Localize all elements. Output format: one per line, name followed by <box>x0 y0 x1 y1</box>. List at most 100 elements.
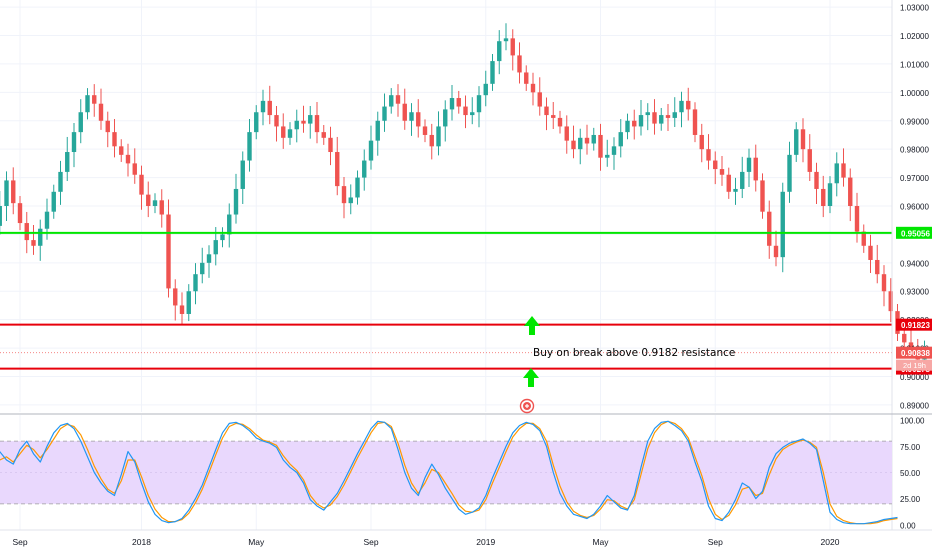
candle <box>443 100 448 142</box>
candle <box>409 103 414 136</box>
candle <box>848 168 853 222</box>
countdown-label: 2d 19h <box>903 361 926 370</box>
time-axis[interactable]: Sep 2018 May Sep 2019 May Sep 2020 <box>12 537 839 547</box>
level-badge <box>896 226 932 239</box>
candle <box>821 175 826 218</box>
candle <box>497 30 502 75</box>
oscillator-pane[interactable]: 100.00 75.00 50.00 25.00 0.00 <box>0 417 925 531</box>
candle-body <box>578 137 583 150</box>
oscillator-ticks: 100.00 75.00 50.00 25.00 0.00 <box>900 417 925 531</box>
candle <box>395 84 401 117</box>
candle-body <box>497 41 502 62</box>
candle-body <box>564 126 569 141</box>
candle <box>854 192 860 243</box>
level-badge-label: 0.95056 <box>901 229 930 238</box>
candle-body <box>861 231 866 246</box>
candle-body <box>85 95 90 113</box>
up-arrow-icon <box>523 368 539 387</box>
candle-body <box>173 288 178 306</box>
candle-body <box>159 200 164 215</box>
candle-body <box>213 240 218 255</box>
candle-body <box>0 206 2 226</box>
candle <box>294 109 299 143</box>
price-tick-label: 0.90000 <box>900 373 929 382</box>
candle-body <box>449 98 455 110</box>
candle-body <box>65 152 70 172</box>
candle <box>524 65 529 91</box>
oscillator-tick-label: 75.00 <box>900 443 921 452</box>
candle <box>58 160 63 205</box>
candle <box>746 148 752 187</box>
candle-body <box>220 234 225 241</box>
candle-body <box>665 115 671 118</box>
last-price-label: 0.90838 <box>901 349 930 358</box>
candle <box>119 139 124 162</box>
candle <box>834 152 839 197</box>
candle-body <box>821 188 826 206</box>
candle <box>362 149 367 191</box>
candle <box>341 177 347 219</box>
candle <box>456 90 461 114</box>
candle-body <box>362 160 367 178</box>
candle-body <box>409 112 414 121</box>
candle <box>382 93 387 132</box>
candle <box>260 89 266 126</box>
candle-body <box>17 203 23 224</box>
candle <box>476 86 482 128</box>
candle-body <box>726 174 731 192</box>
candle <box>517 42 522 84</box>
oscillator-lines <box>0 420 898 525</box>
candle-body <box>206 254 212 263</box>
candle-body <box>422 126 428 135</box>
price-pane[interactable]: Buy on break above 0.9182 resistance <box>0 0 927 530</box>
candle <box>699 123 704 163</box>
candle <box>503 23 509 51</box>
candle-body <box>483 83 488 96</box>
candle <box>436 111 441 156</box>
candle <box>483 70 488 107</box>
candle <box>402 88 407 130</box>
candle <box>166 199 171 298</box>
candle-body <box>868 245 873 260</box>
candle-body <box>591 134 596 144</box>
candle <box>348 184 353 215</box>
candle-body <box>375 120 380 141</box>
candle-body <box>254 112 259 133</box>
candle-body <box>335 152 340 187</box>
candle <box>247 119 252 172</box>
candle <box>200 247 205 284</box>
candle-body <box>71 132 77 153</box>
candle-body <box>294 120 299 130</box>
candle-body <box>908 342 914 349</box>
event-marker-icon[interactable] <box>519 398 535 414</box>
candle <box>767 200 772 259</box>
candle-body <box>875 259 880 275</box>
candle-body <box>510 38 515 56</box>
candle <box>240 151 245 205</box>
price-axis[interactable]: 1.03000 1.02000 1.01000 1.00000 0.99000 0.980… <box>891 0 932 530</box>
candle-body <box>274 115 279 127</box>
candle-body <box>44 211 50 229</box>
price-tick-label: 0.93000 <box>900 288 929 297</box>
candle <box>672 97 677 128</box>
candle <box>173 279 178 321</box>
candle-body <box>389 95 394 107</box>
candle <box>591 127 596 151</box>
candle <box>537 77 542 116</box>
candle-body <box>490 61 495 84</box>
candle <box>179 292 185 326</box>
price-tick-label: 0.96000 <box>900 203 929 212</box>
candle-body <box>395 95 401 104</box>
candle <box>146 181 151 218</box>
candle-body <box>476 95 482 113</box>
candle-body <box>240 160 245 189</box>
candle <box>827 176 833 214</box>
candle-body <box>4 180 9 206</box>
candle-body <box>814 171 819 189</box>
candle-body <box>881 274 887 292</box>
price-tick-label: 0.94000 <box>900 259 929 268</box>
candle-body <box>699 134 704 150</box>
candle <box>301 105 306 133</box>
